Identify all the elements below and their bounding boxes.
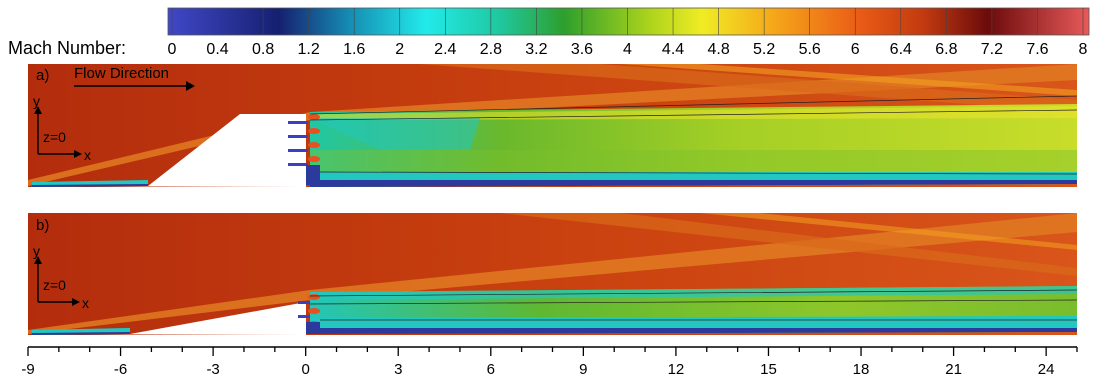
x-axis-tick-label: 24 bbox=[1038, 361, 1055, 378]
colorbar-tick-label: 3.6 bbox=[571, 41, 593, 58]
x-axis-ticks bbox=[27, 347, 1078, 356]
colorbar-tick-label: 0.4 bbox=[206, 41, 228, 58]
x-axis-tick-label: 12 bbox=[668, 361, 685, 378]
flow-direction-label: Flow Direction bbox=[74, 65, 169, 82]
panel-b-axis-x: x bbox=[82, 295, 89, 311]
panel-a-flow-core bbox=[310, 104, 1077, 187]
colorbar-tick-label: 4.4 bbox=[662, 41, 684, 58]
x-axis-tick-label: -3 bbox=[206, 361, 219, 378]
x-axis-tick-label: 6 bbox=[487, 361, 495, 378]
panel-b-axis-y: y bbox=[33, 243, 40, 259]
colorbar-label: Mach Number: bbox=[8, 38, 126, 58]
colorbar-tick-lines bbox=[171, 8, 1084, 35]
colorbar-bar bbox=[167, 7, 1090, 36]
x-axis: -9 -6 -3 0 3 6 9 12 15 18 21 24 bbox=[21, 346, 1078, 378]
panel-b-label: b) bbox=[36, 217, 49, 234]
colorbar-tick-label: 0.8 bbox=[252, 41, 274, 58]
panel-a-axis-x: x bbox=[84, 147, 91, 163]
panel-b: b) y x z=0 bbox=[28, 213, 1078, 335]
colorbar-tick-label: 4 bbox=[623, 41, 632, 58]
panel-b-injectors bbox=[298, 294, 320, 334]
colorbar-tick-label: 6.8 bbox=[935, 41, 957, 58]
x-axis-tick-label: 21 bbox=[945, 361, 962, 378]
x-axis-tick-label: -6 bbox=[114, 361, 127, 378]
panel-a-axes-icon bbox=[34, 106, 82, 158]
panel-a-inlet-geometry bbox=[28, 114, 306, 187]
colorbar-tick-label: 3.2 bbox=[525, 41, 547, 58]
panel-b-inlet-geometry bbox=[28, 302, 306, 335]
x-axis-tick-label: 18 bbox=[853, 361, 870, 378]
x-axis-tick-label: 3 bbox=[394, 361, 402, 378]
colorbar-tick-labels: 0 0.4 0.8 1.2 1.6 2 2.4 2.8 3.2 3.6 4 4.4 4.8 5.2 5.6 6… bbox=[168, 41, 1088, 58]
flow-direction-arrow-icon bbox=[74, 81, 195, 91]
panel-b-plane-label: z=0 bbox=[43, 277, 66, 293]
panel-b-axes-icon bbox=[34, 256, 80, 306]
panel-a-injectors bbox=[288, 114, 320, 185]
colorbar-tick-label: 6 bbox=[851, 41, 860, 58]
panel-a: a) Flow Direction y x z=0 bbox=[28, 64, 1078, 187]
colorbar-tick-label: 6.4 bbox=[890, 41, 912, 58]
panel-a-plane-label: z=0 bbox=[43, 129, 66, 145]
colorbar-tick-label: 7.6 bbox=[1026, 41, 1048, 58]
colorbar: Mach Number: 0 0.4 0.8 1.2 1.6 2 2.4 2.8 3.2 3.6 4… bbox=[8, 7, 1090, 58]
colorbar-tick-label: 5.6 bbox=[799, 41, 821, 58]
colorbar-tick-label: 8 bbox=[1079, 41, 1088, 58]
x-axis-tick-label: -9 bbox=[21, 361, 34, 378]
colorbar-tick-label: 7.2 bbox=[981, 41, 1003, 58]
colorbar-tick-label: 1.6 bbox=[343, 41, 365, 58]
panel-a-label: a) bbox=[36, 67, 49, 84]
x-axis-tick-label: 0 bbox=[302, 361, 310, 378]
colorbar-tick-label: 1.2 bbox=[298, 41, 320, 58]
x-axis-tick-label: 9 bbox=[579, 361, 587, 378]
colorbar-tick-label: 2.4 bbox=[434, 41, 456, 58]
x-axis-tick-label: 15 bbox=[760, 361, 777, 378]
colorbar-tick-label: 2.8 bbox=[480, 41, 502, 58]
colorbar-tick-label: 5.2 bbox=[753, 41, 775, 58]
panel-a-axis-y: y bbox=[33, 93, 40, 109]
colorbar-tick-label: 2 bbox=[395, 41, 404, 58]
colorbar-tick-label: 4.8 bbox=[707, 41, 729, 58]
x-axis-tick-labels: -9 -6 -3 0 3 6 9 12 15 18 21 24 bbox=[21, 361, 1054, 378]
colorbar-tick-label: 0 bbox=[168, 41, 177, 58]
